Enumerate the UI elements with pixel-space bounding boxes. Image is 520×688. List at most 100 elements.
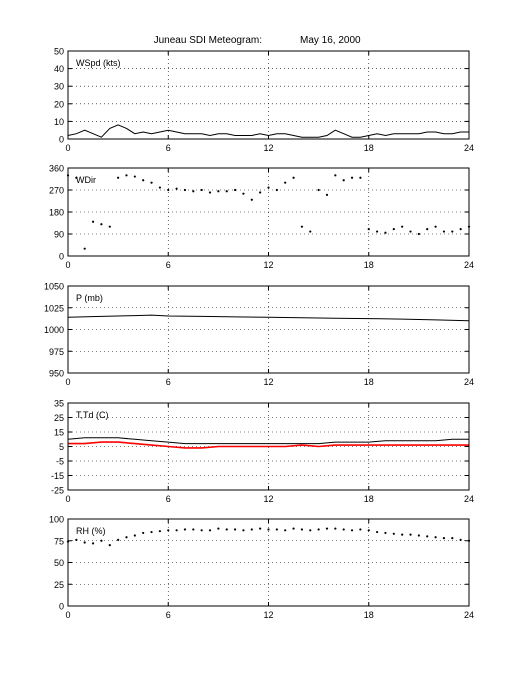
x-tick-label: 24 xyxy=(464,494,474,504)
y-tick-label: 950 xyxy=(49,369,64,379)
x-tick-label: 12 xyxy=(263,377,273,387)
panel-3: 950 975 1000 1025 1050 0 6 12 18 24 P (mb) xyxy=(44,282,474,388)
data-point xyxy=(392,228,395,231)
data-point xyxy=(300,225,304,228)
data-point xyxy=(401,533,404,536)
figure-date: May 16, 2000 xyxy=(300,35,361,46)
series-line-1 xyxy=(67,437,469,445)
panel-label: P (mb) xyxy=(76,293,103,303)
x-tick-label: 0 xyxy=(65,260,70,270)
x-tick-label: 6 xyxy=(166,610,171,620)
x-tick-label: 6 xyxy=(166,260,171,270)
data-point xyxy=(376,530,379,534)
data-point xyxy=(217,527,220,530)
y-tick-label: 25 xyxy=(54,413,64,423)
y-tick-label: 75 xyxy=(54,536,64,546)
y-tick-label: 0 xyxy=(59,135,64,145)
x-tick-label: 18 xyxy=(364,377,374,387)
data-point xyxy=(384,231,387,234)
y-tick-label: 0 xyxy=(59,252,64,262)
data-point xyxy=(208,529,212,532)
y-tick-label: 100 xyxy=(49,515,64,525)
x-tick-label: 18 xyxy=(364,494,374,504)
data-point xyxy=(200,529,203,532)
data-point xyxy=(350,529,354,532)
x-tick-label: 18 xyxy=(364,143,374,153)
data-point xyxy=(158,530,161,533)
data-point xyxy=(208,191,212,194)
data-point xyxy=(325,193,329,196)
y-tick-label: 5 xyxy=(59,442,64,452)
data-point xyxy=(434,225,437,228)
data-point xyxy=(125,536,128,539)
data-point xyxy=(158,186,161,189)
y-tick-label: 0 xyxy=(59,602,64,612)
y-tick-label: 360 xyxy=(49,164,64,174)
panel-2: 0 90 180 270 360 0 6 12 18 24 WDir xyxy=(49,164,474,271)
panel-5: 0 25 50 75 100 0 6 12 18 24 RH (%) xyxy=(49,515,474,621)
y-tick-label: 35 xyxy=(54,399,64,409)
y-tick-label: 975 xyxy=(49,347,64,357)
data-point xyxy=(426,228,429,231)
panel-label: WDir xyxy=(76,175,96,185)
data-point xyxy=(350,176,354,179)
x-tick-label: 0 xyxy=(65,494,70,504)
x-tick-label: 6 xyxy=(166,143,171,153)
x-tick-label: 24 xyxy=(464,377,474,387)
data-point xyxy=(117,538,120,541)
data-point xyxy=(459,228,462,231)
data-point xyxy=(233,188,237,192)
data-point xyxy=(192,190,195,193)
y-tick-label: 50 xyxy=(54,47,64,57)
data-point xyxy=(342,528,345,531)
y-tick-label: 10 xyxy=(54,117,64,127)
data-point xyxy=(334,174,337,177)
panel-label: WSpd (kts) xyxy=(76,58,121,68)
data-point xyxy=(108,544,111,547)
x-tick-label: 6 xyxy=(166,377,171,387)
x-tick-label: 18 xyxy=(364,260,374,270)
data-point xyxy=(167,529,170,532)
data-point xyxy=(317,188,320,192)
x-tick-label: 0 xyxy=(65,610,70,620)
data-point xyxy=(133,175,136,178)
y-tick-label: 270 xyxy=(49,186,64,196)
data-point xyxy=(192,528,195,531)
data-point xyxy=(267,528,270,531)
data-point xyxy=(342,179,345,182)
x-tick-label: 12 xyxy=(263,260,273,270)
data-point xyxy=(442,230,446,233)
data-point xyxy=(242,192,245,195)
y-tick-label: 50 xyxy=(54,558,64,568)
y-tick-label: 25 xyxy=(54,580,64,590)
data-point xyxy=(367,529,370,532)
x-tick-label: 0 xyxy=(65,377,70,387)
data-point xyxy=(259,191,262,194)
data-point xyxy=(150,530,153,534)
data-point xyxy=(401,225,404,228)
data-point xyxy=(175,529,178,532)
y-tick-label: 1050 xyxy=(44,282,64,292)
data-point xyxy=(367,228,370,231)
data-point xyxy=(150,181,153,184)
y-tick-label: 180 xyxy=(49,208,64,218)
data-point xyxy=(417,534,420,537)
data-point xyxy=(100,539,103,542)
data-point xyxy=(409,230,412,233)
data-point xyxy=(417,232,420,236)
data-point xyxy=(384,531,387,535)
panel-4: -25 -15 -5 5 15 25 35 0 6 12 18 24 T,Td (C) xyxy=(51,399,474,505)
data-point xyxy=(233,528,237,531)
y-tick-label: 15 xyxy=(54,428,64,438)
data-point xyxy=(317,528,320,531)
x-tick-label: 24 xyxy=(464,143,474,153)
data-point xyxy=(409,533,412,536)
data-point xyxy=(359,176,362,179)
data-point xyxy=(426,535,429,538)
data-point xyxy=(117,176,120,179)
figure-title: Juneau SDI Meteogram: xyxy=(154,35,262,46)
data-point xyxy=(376,230,379,233)
data-point xyxy=(83,541,86,544)
data-point xyxy=(334,527,337,530)
